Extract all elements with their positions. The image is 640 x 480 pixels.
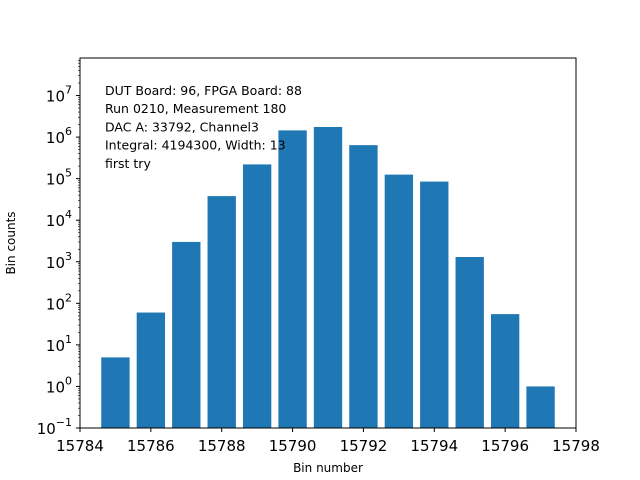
y-tick-label: 10−1: [37, 416, 72, 438]
annotation-line: first try: [105, 156, 151, 171]
y-tick-base: 10: [46, 254, 65, 272]
bar: [349, 145, 378, 428]
y-tick-label: 106: [46, 125, 72, 147]
annotation-line: DUT Board: 96, FPGA Board: 88: [105, 83, 302, 98]
x-axis: 15784 15786 15788 15790 15792 15794 15796 15798: [56, 428, 600, 455]
bar: [172, 241, 201, 428]
x-tick-label: 15798: [552, 437, 600, 455]
y-tick-exponent: 0: [65, 374, 72, 387]
y-tick-label: 102: [46, 291, 72, 313]
bar: [101, 357, 130, 428]
y-axis-label: Bin counts: [4, 211, 18, 274]
bar: [420, 181, 449, 428]
bar: [242, 164, 272, 428]
y-tick-base: 10: [46, 295, 65, 313]
bar: [278, 130, 307, 428]
annotation-box: DUT Board: 96, FPGA Board: 88 Run 0210, M…: [105, 83, 302, 171]
y-tick-exponent: −1: [56, 416, 72, 429]
y-tick-exponent: 5: [65, 167, 72, 180]
x-tick-label: 15784: [56, 437, 104, 455]
bar: [490, 314, 520, 428]
bar: [136, 312, 166, 428]
y-tick-label: 101: [46, 333, 72, 355]
y-tick-label: 103: [46, 250, 72, 272]
y-tick-exponent: 1: [65, 333, 72, 346]
x-tick-label: 15796: [481, 437, 529, 455]
bar: [313, 126, 343, 428]
y-tick-exponent: 6: [65, 125, 72, 138]
y-tick-exponent: 7: [65, 84, 72, 97]
y-tick-label: 104: [46, 208, 72, 230]
y-tick-base: 10: [46, 129, 65, 147]
x-tick-label: 15786: [127, 437, 175, 455]
y-tick-exponent: 4: [65, 208, 72, 221]
annotation-line: DAC A: 33792, Channel3: [105, 119, 259, 134]
axes-frame: [79, 57, 577, 429]
x-axis-label: Bin number: [293, 461, 363, 475]
bar: [526, 386, 555, 428]
y-tick-base: 10: [46, 171, 65, 189]
y-tick-label: 100: [46, 374, 72, 396]
y-tick-exponent: 3: [65, 250, 72, 263]
bar: [207, 196, 236, 428]
y-tick-base: 10: [46, 212, 65, 230]
x-tick-label: 15790: [269, 437, 317, 455]
y-tick-base: 10: [46, 337, 65, 355]
y-tick-base: 10: [46, 88, 65, 106]
y-tick-label: 105: [46, 167, 72, 189]
y-tick-exponent: 2: [65, 291, 72, 304]
bar: [384, 174, 414, 428]
annotation-line: Integral: 4194300, Width: 13: [105, 138, 286, 153]
y-tick-base: 10: [37, 420, 56, 438]
x-tick-label: 15788: [198, 437, 246, 455]
bar: [455, 257, 484, 428]
x-tick-label: 15792: [340, 437, 388, 455]
x-tick-label: 15794: [410, 437, 458, 455]
y-tick-base: 10: [46, 378, 65, 396]
annotation-line: Run 0210, Measurement 180: [105, 101, 286, 116]
y-tick-label: 107: [46, 84, 72, 106]
bars-group: [101, 126, 555, 428]
